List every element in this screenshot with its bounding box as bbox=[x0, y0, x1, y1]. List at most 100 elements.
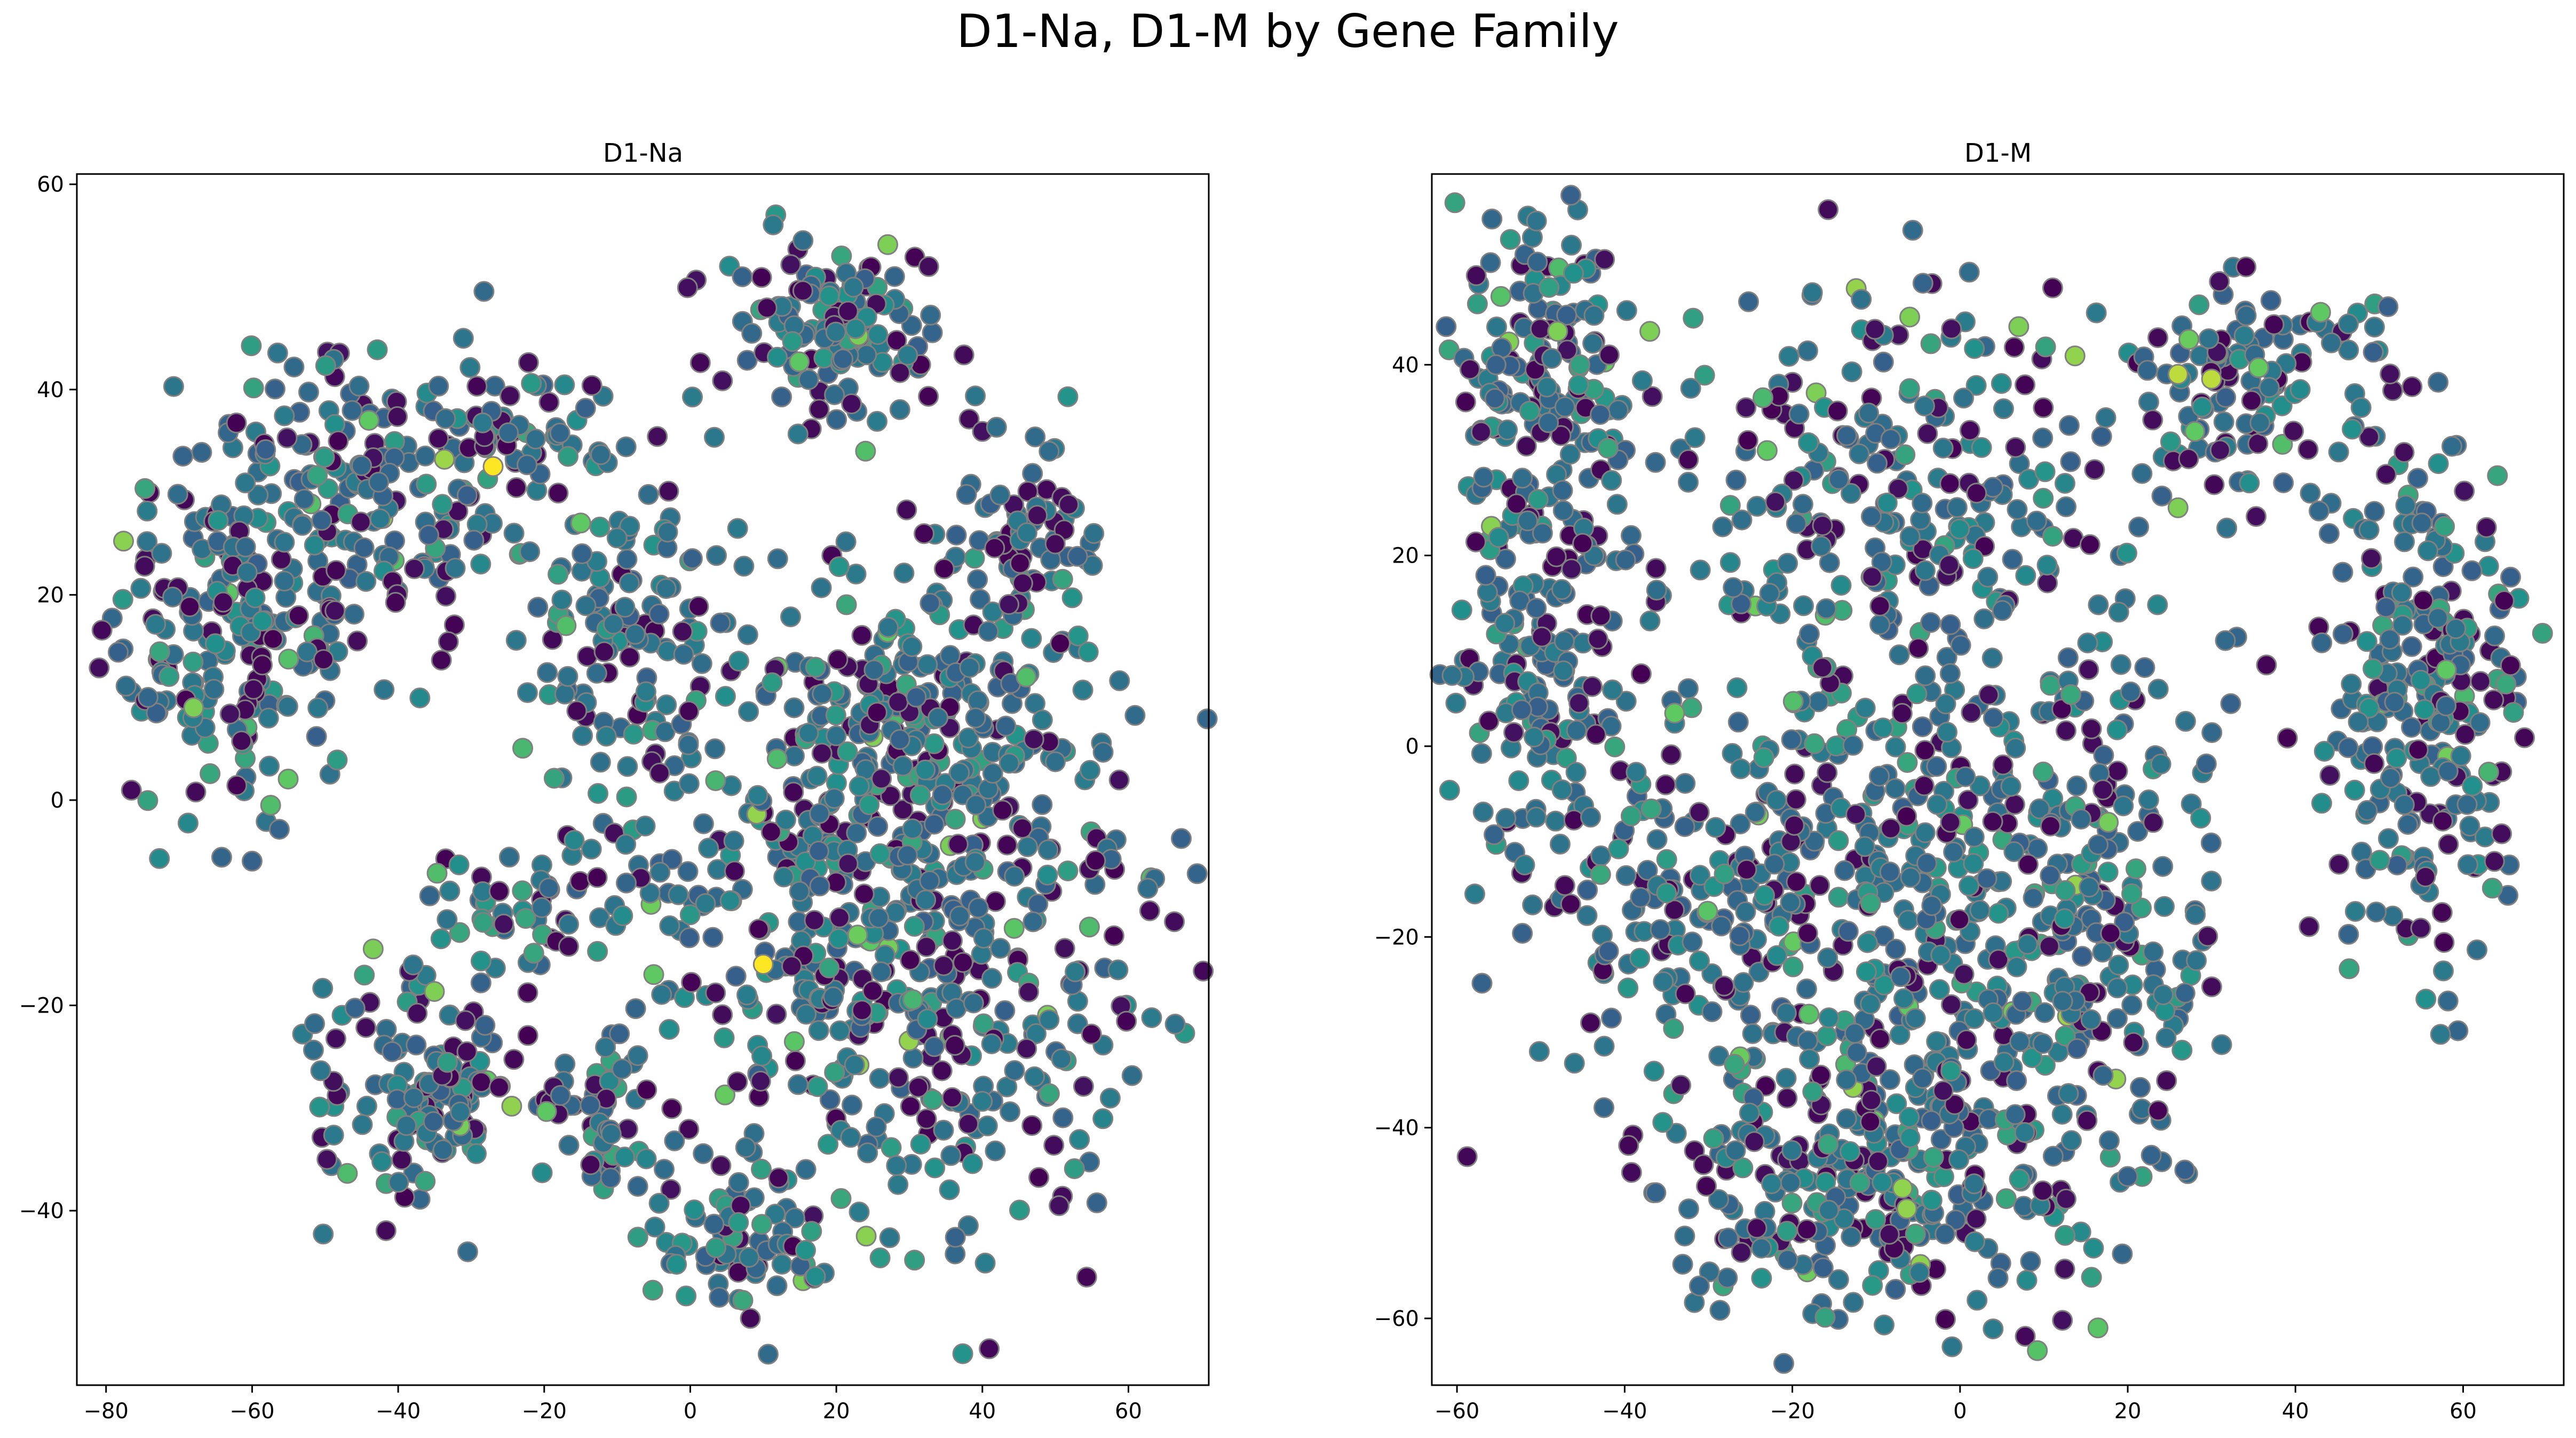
scatter-point bbox=[581, 839, 602, 860]
scatter-point bbox=[932, 784, 953, 805]
scatter-point bbox=[1577, 879, 1598, 900]
scatter-point bbox=[503, 1049, 525, 1070]
scatter-point-highlight bbox=[2436, 659, 2457, 681]
scatter-point bbox=[837, 741, 858, 762]
scatter-point bbox=[705, 770, 726, 792]
scatter-point bbox=[2007, 499, 2028, 520]
scatter-point bbox=[2055, 880, 2076, 901]
scatter-point bbox=[1818, 1007, 1840, 1029]
scatter-point bbox=[1021, 1115, 1043, 1136]
scatter-point bbox=[666, 1254, 687, 1275]
scatter-point bbox=[1590, 845, 1612, 866]
scatter-point bbox=[1196, 708, 1218, 730]
scatter-point bbox=[1949, 518, 1970, 540]
scatter-point bbox=[312, 978, 334, 999]
scatter-point bbox=[1709, 1300, 1731, 1321]
scatter-point bbox=[1067, 625, 1089, 646]
scatter-point bbox=[437, 909, 458, 930]
scatter-point bbox=[1993, 398, 2014, 420]
scatter-point bbox=[724, 860, 745, 882]
scatter-point bbox=[657, 522, 678, 543]
scatter-point bbox=[780, 606, 801, 628]
scatter-point bbox=[984, 538, 1005, 558]
scatter-point bbox=[757, 1344, 779, 1365]
scatter-point bbox=[1719, 552, 1741, 573]
scatter-point bbox=[172, 446, 194, 467]
scatter-point bbox=[1983, 1318, 2004, 1340]
scatter-point bbox=[1027, 894, 1049, 914]
scatter-point bbox=[328, 430, 349, 452]
scatter-point bbox=[2532, 622, 2553, 644]
scatter-point bbox=[1629, 947, 1651, 969]
scatter-point bbox=[902, 818, 923, 840]
scatter-point bbox=[2189, 294, 2210, 315]
scatter-point bbox=[1039, 441, 1060, 462]
scatter-point bbox=[659, 915, 680, 936]
scatter-point bbox=[2495, 673, 2517, 694]
scatter-point bbox=[382, 1041, 403, 1062]
scatter-point bbox=[517, 454, 538, 476]
scatter-point bbox=[1992, 754, 2014, 776]
scatter-point bbox=[1939, 663, 1961, 684]
scatter-point bbox=[2020, 1251, 2041, 1272]
scatter-point bbox=[226, 412, 247, 433]
scatter-point bbox=[472, 412, 493, 433]
scatter-point bbox=[1072, 680, 1093, 701]
scatter-point bbox=[531, 897, 552, 918]
scatter-point bbox=[2134, 657, 2155, 678]
scatter-point bbox=[309, 1096, 330, 1118]
scatter-point bbox=[355, 1017, 377, 1038]
scatter-point bbox=[1473, 467, 1494, 488]
scatter-point bbox=[763, 214, 784, 235]
scatter-point bbox=[1486, 317, 1507, 337]
scatter-point bbox=[1594, 1097, 1614, 1118]
scatter-point bbox=[2143, 812, 2164, 833]
scatter-point bbox=[1601, 470, 1622, 491]
scatter-point bbox=[2447, 1020, 2469, 1041]
scatter-point bbox=[589, 516, 611, 538]
scatter-point bbox=[2005, 738, 2026, 758]
scatter-point bbox=[1022, 463, 1043, 484]
scatter-point bbox=[2387, 855, 2408, 875]
scatter-point bbox=[298, 382, 319, 402]
scatter-point bbox=[1471, 743, 1492, 764]
scatter-point bbox=[944, 1034, 965, 1056]
scatter-point bbox=[2033, 761, 2054, 783]
scatter-point bbox=[847, 925, 868, 946]
scatter-point bbox=[474, 1015, 496, 1036]
scatter-point bbox=[953, 344, 974, 366]
scatter-point bbox=[1439, 779, 1460, 801]
scatter-point bbox=[1009, 1199, 1030, 1221]
scatter-point bbox=[1026, 1023, 1047, 1044]
scatter-point bbox=[2006, 1070, 2027, 1091]
scatter-point bbox=[1874, 1314, 1895, 1336]
scatter-point bbox=[2123, 1032, 2144, 1053]
scatter-point bbox=[2174, 983, 2195, 1004]
scatter-point bbox=[973, 1013, 994, 1034]
scatter-point bbox=[2009, 1031, 2031, 1052]
scatter-point bbox=[2190, 808, 2212, 829]
scatter-point bbox=[1553, 630, 1575, 652]
scatter-point bbox=[750, 1071, 771, 1092]
scatter-point bbox=[1652, 1112, 1674, 1133]
scatter-point bbox=[2428, 372, 2449, 393]
scatter-point bbox=[833, 349, 854, 370]
scatter-point bbox=[974, 1252, 996, 1274]
scatter-point bbox=[1905, 1223, 1926, 1245]
scatter-point bbox=[2204, 474, 2225, 495]
scatter-point bbox=[760, 821, 782, 842]
scatter-point bbox=[998, 753, 1020, 774]
scatter-point bbox=[931, 1060, 953, 1081]
scatter-point bbox=[981, 1033, 1002, 1054]
scatter-point bbox=[846, 822, 867, 843]
scatter-point bbox=[1900, 867, 1921, 888]
scatter-point bbox=[1553, 660, 1574, 682]
scatter-point bbox=[1621, 1162, 1642, 1183]
scatter-point bbox=[2434, 932, 2455, 953]
scatter-point bbox=[1607, 399, 1629, 421]
scatter-point bbox=[2319, 765, 2341, 786]
scatter-point bbox=[635, 681, 656, 702]
scatter-point bbox=[2034, 1002, 2055, 1023]
scatter-point bbox=[1067, 1013, 1088, 1034]
scatter-point bbox=[1816, 598, 1837, 619]
